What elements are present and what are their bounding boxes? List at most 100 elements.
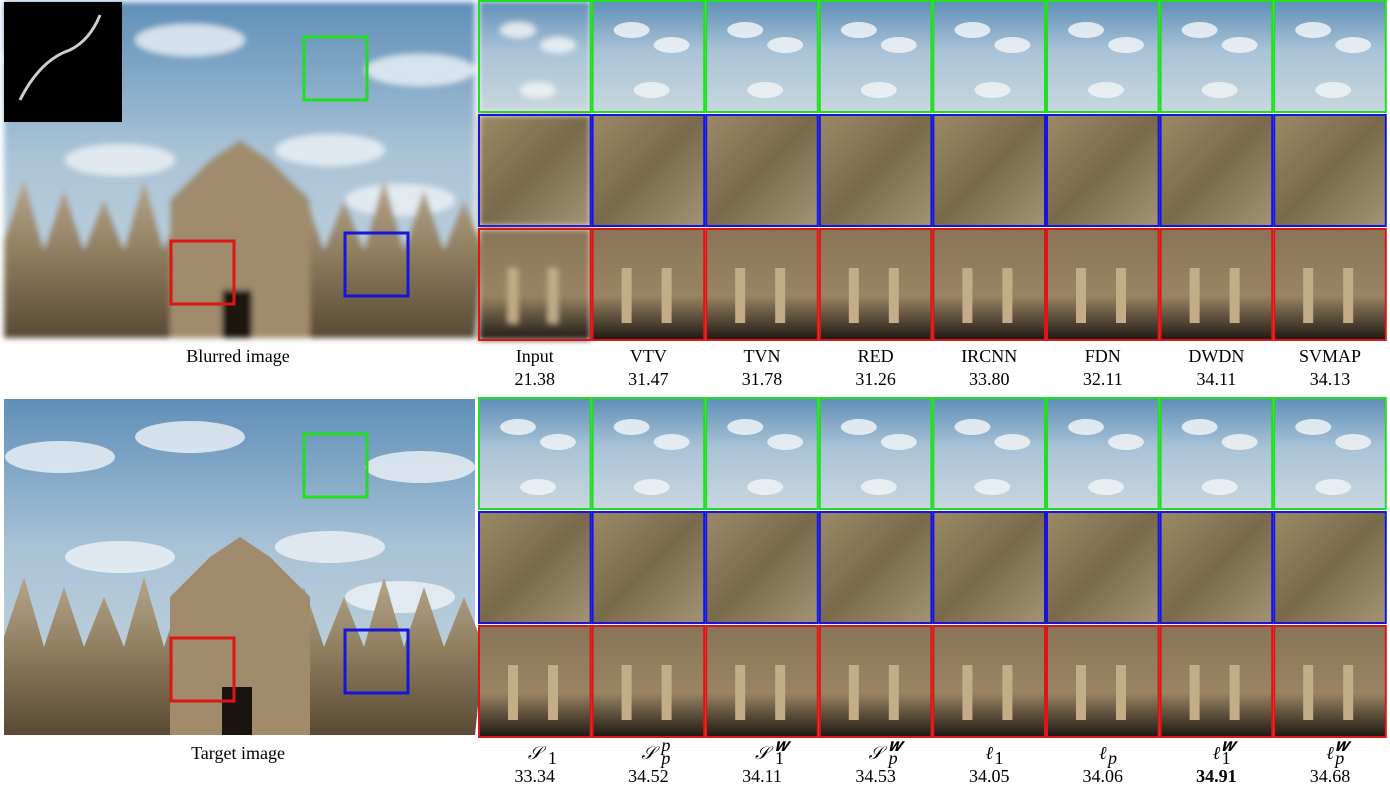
doorway bbox=[222, 687, 252, 735]
pillar bbox=[1116, 665, 1126, 720]
cloud bbox=[65, 541, 175, 573]
zoom-crop bbox=[820, 398, 932, 509]
zoom-crop bbox=[593, 229, 705, 340]
zoom-crop bbox=[706, 229, 818, 340]
zoom-crop bbox=[479, 1, 591, 112]
pillar bbox=[849, 268, 859, 323]
zoom-crop bbox=[933, 512, 1045, 623]
zoom-crop bbox=[1047, 1, 1159, 112]
crop-image bbox=[933, 512, 1045, 623]
cloud bbox=[767, 434, 803, 450]
zoom-crop bbox=[593, 1, 705, 112]
cloud bbox=[1222, 37, 1258, 53]
pillar bbox=[1343, 268, 1353, 323]
psnr: 33.34 bbox=[515, 766, 556, 786]
pillar bbox=[622, 268, 632, 323]
zoom-crop bbox=[593, 626, 705, 737]
cloud bbox=[747, 479, 783, 495]
cloud bbox=[1088, 479, 1124, 495]
cloud bbox=[365, 451, 475, 483]
method-name: SVMAP bbox=[1299, 346, 1361, 366]
pillar bbox=[508, 268, 518, 323]
method-name: ℓ bbox=[985, 743, 993, 763]
pillar bbox=[1076, 665, 1086, 720]
cloud bbox=[500, 22, 536, 38]
pillar bbox=[775, 665, 785, 720]
cloud bbox=[841, 22, 877, 38]
subscript: p bbox=[1106, 748, 1117, 768]
zoom-crop bbox=[1161, 626, 1273, 737]
cloud bbox=[861, 479, 897, 495]
pillar bbox=[548, 268, 558, 323]
cloud bbox=[520, 82, 556, 98]
pillar bbox=[1002, 665, 1012, 720]
crop-image bbox=[479, 229, 591, 340]
pillar bbox=[1230, 665, 1240, 720]
cloud bbox=[520, 479, 556, 495]
cloud bbox=[1315, 479, 1351, 495]
zoom-crop bbox=[479, 626, 591, 737]
cloud bbox=[135, 421, 245, 453]
pillar bbox=[1002, 268, 1012, 323]
zoom-crop bbox=[479, 115, 591, 226]
zoom-crop bbox=[1274, 115, 1386, 226]
cloud bbox=[275, 531, 385, 563]
cloud bbox=[974, 82, 1010, 98]
zoom-crop bbox=[1047, 229, 1159, 340]
psnr: 34.06 bbox=[1083, 766, 1124, 786]
method-name: VTV bbox=[630, 346, 667, 366]
method-name: ℓ bbox=[1326, 743, 1334, 763]
cloud bbox=[861, 82, 897, 98]
cloud bbox=[974, 479, 1010, 495]
method-name: 𝒮 bbox=[755, 743, 774, 763]
zoom-crop bbox=[1274, 626, 1386, 737]
image-caption: Target image bbox=[191, 743, 285, 763]
psnr: 31.78 bbox=[742, 369, 783, 389]
zoom-crop bbox=[1047, 115, 1159, 226]
cloud bbox=[727, 419, 763, 435]
image-caption: Blurred image bbox=[186, 346, 289, 366]
pillar bbox=[735, 665, 745, 720]
pillar bbox=[1076, 268, 1086, 323]
cloud bbox=[5, 441, 115, 473]
method-name: DWDN bbox=[1188, 346, 1244, 366]
cloud bbox=[1182, 22, 1218, 38]
zoom-crop bbox=[1274, 1, 1386, 112]
cloud bbox=[1222, 434, 1258, 450]
cloud bbox=[954, 419, 990, 435]
cloud bbox=[1202, 479, 1238, 495]
crop-image bbox=[1274, 512, 1386, 623]
psnr: 34.91 bbox=[1196, 766, 1237, 786]
pillar bbox=[1116, 268, 1126, 323]
cloud bbox=[1295, 22, 1331, 38]
pillar bbox=[548, 665, 558, 720]
method-name: RED bbox=[858, 346, 894, 366]
zoom-crop bbox=[706, 626, 818, 737]
cloud bbox=[841, 419, 877, 435]
crop-image bbox=[933, 229, 1045, 340]
subscript: p bbox=[659, 748, 670, 768]
crop-image bbox=[1161, 115, 1273, 226]
cloud bbox=[767, 37, 803, 53]
crop-image bbox=[593, 626, 705, 737]
zoom-crop bbox=[1274, 229, 1386, 340]
cloud bbox=[747, 82, 783, 98]
psnr: 34.05 bbox=[969, 766, 1010, 786]
zoom-crop bbox=[933, 115, 1045, 226]
cloud bbox=[275, 134, 385, 166]
crop-image bbox=[1274, 229, 1386, 340]
zoom-crop bbox=[479, 398, 591, 509]
zoom-crop bbox=[820, 115, 932, 226]
cloud bbox=[954, 22, 990, 38]
pillar bbox=[622, 665, 632, 720]
crop-image bbox=[820, 626, 932, 737]
psnr: 31.47 bbox=[628, 369, 669, 389]
crop-image bbox=[1047, 229, 1159, 340]
pillar bbox=[889, 665, 899, 720]
cloud bbox=[500, 419, 536, 435]
psnr: 34.11 bbox=[1196, 369, 1236, 389]
subscript: p bbox=[1333, 748, 1344, 768]
zoom-crop bbox=[706, 1, 818, 112]
method-name: 𝒮 bbox=[869, 743, 888, 763]
cloud bbox=[345, 184, 455, 216]
